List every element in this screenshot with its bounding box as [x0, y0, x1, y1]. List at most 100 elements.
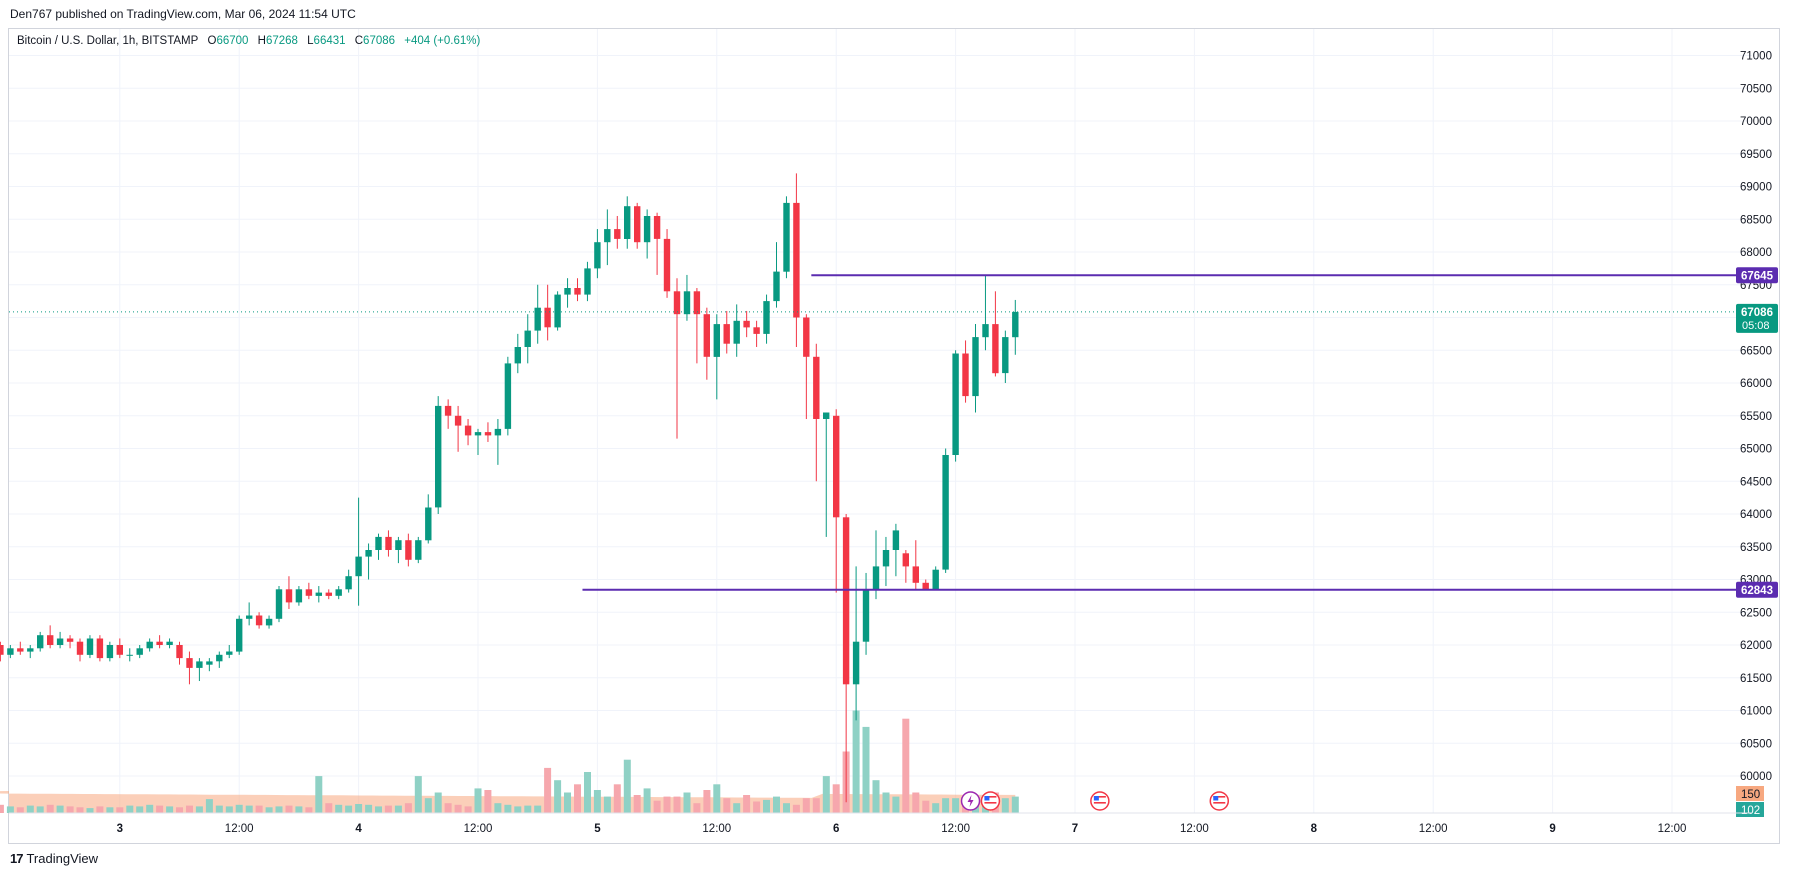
candle-body[interactable] [753, 327, 760, 334]
candle-body[interactable] [663, 238, 671, 292]
candle-body[interactable] [574, 288, 581, 295]
candle-body[interactable] [166, 641, 173, 645]
candle-body[interactable] [882, 550, 890, 567]
candle-body[interactable] [942, 455, 949, 570]
candle-body[interactable] [504, 363, 512, 429]
candle-body[interactable] [743, 320, 750, 328]
candle-body[interactable] [116, 645, 123, 655]
candle-body[interactable] [315, 592, 322, 596]
candle-body[interactable] [912, 566, 919, 583]
candle-body[interactable] [614, 229, 621, 239]
candle-body[interactable] [7, 648, 14, 655]
candle-body[interactable] [136, 648, 143, 655]
candle-body[interactable] [1012, 311, 1019, 338]
candle-body[interactable] [226, 651, 233, 655]
candle-body[interactable] [156, 641, 163, 645]
candle-body[interactable] [365, 550, 372, 557]
candle-body[interactable] [892, 530, 900, 550]
candle-body[interactable] [17, 648, 24, 652]
candle-body[interactable] [385, 536, 392, 550]
candle-body[interactable] [514, 347, 521, 364]
candle-body[interactable] [594, 242, 601, 269]
candle-body[interactable] [634, 206, 641, 243]
candle-body[interactable] [813, 356, 820, 419]
candle-body[interactable] [37, 635, 44, 649]
candle-body[interactable] [803, 317, 810, 357]
candle-body[interactable] [255, 615, 263, 626]
candle-body[interactable] [833, 415, 840, 518]
candle-body[interactable] [236, 618, 243, 652]
candle-body[interactable] [196, 661, 203, 668]
candle-body[interactable] [723, 324, 730, 344]
candle-body[interactable] [494, 428, 502, 436]
candle-body[interactable] [922, 582, 929, 590]
candle-body[interactable] [415, 540, 422, 560]
candle-body[interactable] [653, 216, 661, 239]
candle-body[interactable] [862, 589, 870, 642]
candle-body[interactable] [534, 307, 541, 331]
candle-body[interactable] [96, 638, 104, 659]
candle-body[interactable] [693, 291, 701, 315]
candle-body[interactable] [584, 268, 591, 295]
candle-body[interactable] [335, 589, 342, 596]
candle-body[interactable] [733, 320, 740, 344]
candle-body[interactable] [1002, 337, 1009, 374]
candle-body[interactable] [86, 638, 94, 655]
candle-body[interactable] [305, 589, 313, 596]
candle-body[interactable] [76, 641, 84, 655]
candle-body[interactable] [952, 353, 959, 456]
candle-body[interactable] [295, 589, 303, 603]
candle-body[interactable] [902, 553, 909, 567]
candle-body[interactable] [176, 645, 183, 659]
candle-body[interactable] [106, 645, 114, 659]
candle-body[interactable] [56, 638, 64, 646]
candle-body[interactable] [325, 592, 332, 596]
candle-body[interactable] [444, 405, 452, 416]
candle-body[interactable] [554, 294, 561, 328]
candle-body[interactable] [604, 229, 611, 243]
us-flag-icon[interactable] [980, 791, 1001, 811]
candle-body[interactable] [544, 307, 551, 328]
us-flag-icon[interactable] [1090, 791, 1110, 811]
candle-body[interactable] [484, 432, 492, 436]
candle-body[interactable] [842, 517, 850, 685]
candle-body[interactable] [425, 507, 432, 541]
candle-body[interactable] [395, 540, 402, 550]
candle-body[interactable] [673, 291, 681, 315]
candle-body[interactable] [345, 576, 352, 590]
candle-body[interactable] [454, 415, 462, 426]
candle-body[interactable] [265, 618, 273, 626]
candle-body[interactable] [126, 654, 133, 656]
candle-body[interactable] [47, 635, 54, 645]
candle-body[interactable] [773, 271, 780, 302]
candle-body[interactable] [624, 206, 631, 239]
candle-body[interactable] [932, 569, 939, 590]
candle-body[interactable] [405, 540, 412, 560]
candle-body[interactable] [355, 556, 362, 577]
candle-body[interactable] [464, 425, 472, 436]
candle-body[interactable] [763, 301, 770, 334]
candle-body[interactable] [474, 432, 482, 436]
candle-body[interactable] [246, 615, 253, 619]
candle-body[interactable] [962, 353, 969, 397]
candle-body[interactable] [643, 216, 651, 243]
candle-body[interactable] [285, 589, 293, 603]
candle-body[interactable] [524, 330, 531, 347]
candle-body[interactable] [783, 202, 790, 272]
candle-body[interactable] [564, 288, 571, 295]
candle-body[interactable] [66, 638, 74, 642]
candle-body[interactable] [852, 641, 860, 685]
candle-body[interactable] [982, 324, 989, 338]
candle-body[interactable] [793, 202, 800, 318]
candle-body[interactable] [703, 314, 710, 357]
candle-body[interactable] [206, 661, 213, 665]
candle-body[interactable] [375, 536, 382, 550]
candle-body[interactable] [823, 412, 830, 420]
candle-body[interactable] [683, 291, 691, 315]
candle-body[interactable] [872, 566, 880, 590]
candle-body[interactable] [216, 654, 223, 662]
candle-body[interactable] [186, 658, 193, 668]
candle-body[interactable] [435, 405, 442, 508]
candle-body[interactable] [0, 645, 4, 655]
